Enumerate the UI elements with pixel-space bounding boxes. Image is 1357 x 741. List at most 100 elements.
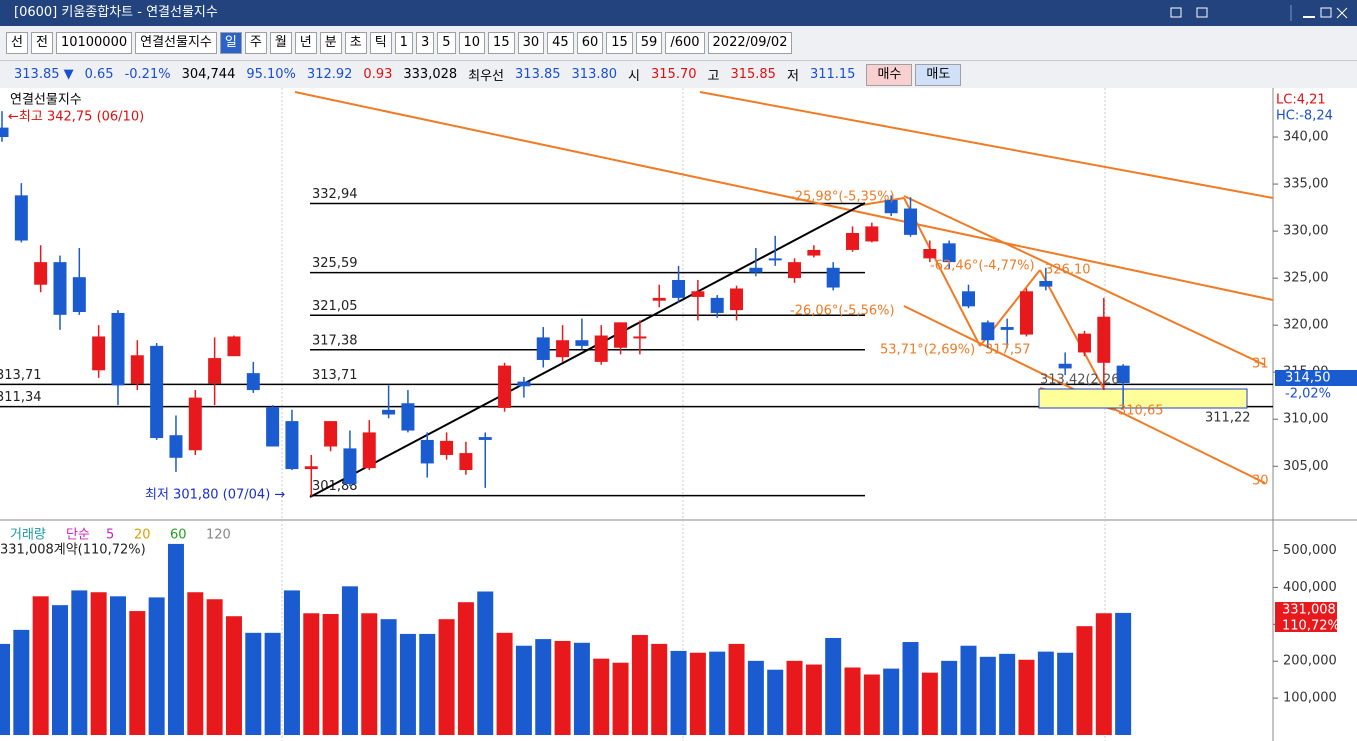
toolbar-button[interactable]: 60: [576, 32, 604, 54]
candle-body: [923, 248, 937, 259]
toolbar-button[interactable]: 45: [547, 32, 574, 54]
volume-bar: [1115, 612, 1132, 735]
toolbar-button[interactable]: 틱: [369, 32, 392, 54]
volume-bar: [109, 596, 126, 735]
candle-body: [904, 208, 918, 235]
toolbar-button[interactable]: 월: [269, 32, 292, 54]
volume-bar: [13, 629, 30, 735]
legend-entry: 60: [170, 528, 187, 543]
toolbar-button[interactable]: 59: [635, 32, 663, 54]
sell-button[interactable]: 매도: [915, 63, 962, 86]
annotation: 313,42(2,26: [1040, 373, 1120, 388]
toolbar-button[interactable]: 일: [219, 32, 242, 54]
annotation: 331,008: [1282, 603, 1336, 618]
candle-body: [304, 466, 318, 470]
candle-body: [0, 127, 9, 138]
volume-bar: [90, 592, 107, 735]
candle-body: [92, 336, 106, 371]
candle-body: [150, 345, 164, 439]
volume-bar: [225, 616, 242, 735]
chart-title: 연결선물지수: [10, 93, 82, 108]
toolbar-button[interactable]: 10100000: [55, 32, 133, 54]
level-label: 317,38: [312, 333, 358, 348]
trend-line: [903, 195, 1266, 366]
volume-bar: [457, 602, 474, 735]
quote-item: 315.85: [730, 67, 776, 82]
level-label: 321,05: [312, 299, 358, 314]
y-tick-label: 100,000: [1283, 691, 1337, 706]
window-controls[interactable]: [1169, 5, 1349, 21]
candle-body: [130, 355, 144, 384]
candle-body: [478, 437, 492, 440]
quote-item: 304,744: [181, 67, 236, 82]
toolbar-button[interactable]: 5: [437, 32, 456, 54]
toolbar-button[interactable]: 2022/09/02: [707, 32, 793, 54]
quote-item: 0.93: [363, 67, 393, 82]
candle-body: [691, 291, 705, 297]
toolbar-button[interactable]: 15: [606, 32, 633, 54]
toolbar-button[interactable]: 년: [294, 32, 317, 54]
annotation: 314,50: [1285, 371, 1331, 386]
volume-bar: [612, 662, 629, 735]
toolbar-button[interactable]: 선: [6, 32, 28, 54]
legend-entry: 120: [206, 528, 231, 543]
candle-body: [536, 337, 550, 360]
quote-item: -0.21%: [124, 67, 171, 82]
volume-bar: [631, 635, 648, 735]
level-label: 325,59: [312, 256, 358, 271]
candle-body: [498, 365, 512, 408]
toolbar-button[interactable]: 분: [319, 32, 342, 54]
quote-item: 고: [707, 69, 720, 84]
y-tick-label: 330,00: [1283, 224, 1329, 239]
quote-item: 저: [786, 69, 799, 84]
candle-body: [710, 297, 724, 313]
volume-bar: [1037, 651, 1054, 735]
volume-bar: [1076, 626, 1093, 735]
volume-bar: [728, 643, 745, 735]
volume-bar: [71, 590, 88, 735]
volume-bar: [593, 658, 610, 735]
annotation: 310,65: [1118, 404, 1164, 419]
candle-body: [343, 448, 357, 485]
trend-line: [699, 91, 1274, 199]
annotation: -2,02%: [1285, 387, 1331, 402]
volume-bar: [51, 605, 68, 735]
toolbar: 선 전 10100000 연결선물지수 일 주 월 년 분 초 틱 1 3 5 10 15 30 45 60 15 59…: [0, 26, 1357, 61]
toolbar-button[interactable]: 3: [415, 32, 435, 54]
volume-bar: [0, 643, 10, 735]
toolbar-button[interactable]: 주: [244, 32, 267, 54]
toolbar-button[interactable]: 전: [30, 32, 53, 54]
candle-body: [1039, 280, 1053, 287]
candle-body: [188, 397, 202, 451]
candle-body: [324, 421, 338, 447]
level-label: 311,34: [0, 390, 42, 405]
toolbar-button[interactable]: 10: [458, 32, 486, 54]
volume-bar: [863, 674, 880, 735]
volume-bar: [689, 652, 706, 735]
y-tick-label: 500,000: [1283, 543, 1337, 558]
candle-body: [768, 258, 782, 261]
toolbar-button[interactable]: 연결선물지수: [135, 32, 217, 54]
toolbar-button[interactable]: 30: [517, 32, 545, 54]
toolbar-button[interactable]: 초: [344, 32, 367, 54]
candle-body: [72, 277, 86, 312]
volume-bar: [1018, 659, 1035, 735]
volume-bar: [148, 597, 165, 735]
y-tick-label: 400,000: [1283, 580, 1337, 595]
quote-item: 313.85 ▼: [14, 67, 74, 82]
candle-body: [53, 262, 67, 315]
toolbar-button[interactable]: 15: [488, 32, 515, 54]
candle-body: [440, 440, 454, 455]
candle-body: [846, 232, 860, 250]
toolbar-button[interactable]: /600: [665, 32, 705, 54]
toolbar-button[interactable]: 1: [394, 32, 413, 54]
y-tick-label: 340,00: [1283, 130, 1329, 145]
candle-body: [459, 453, 473, 471]
buy-button[interactable]: 매수: [866, 63, 913, 86]
volume-bar: [921, 672, 938, 735]
candle-body: [208, 358, 222, 384]
volume-bar: [380, 619, 397, 735]
candle-body: [614, 322, 628, 348]
candle-body: [14, 195, 28, 241]
candle-body: [266, 407, 280, 447]
